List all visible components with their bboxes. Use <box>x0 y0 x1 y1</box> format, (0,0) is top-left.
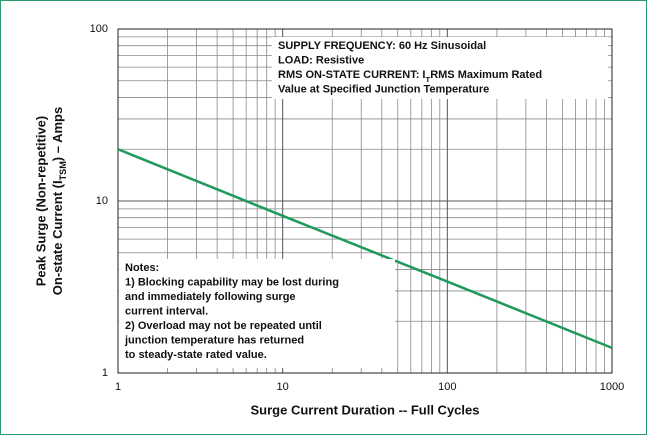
text-line: Peak Surge (Non-repetitive) <box>33 116 48 287</box>
text-line: LOAD: Resistive <box>278 54 364 66</box>
text-line: junction temperature has returned <box>124 334 304 346</box>
subscript: TSM <box>58 161 68 180</box>
text-line: On-state Current (ITSM) – Amps <box>50 107 68 295</box>
text-part: RMS ON-STATE CURRENT: I <box>278 69 425 81</box>
x-tick-label: 10 <box>277 381 289 393</box>
annotation: SUPPLY FREQUENCY: 60 Hz Sinusoidal LOAD: … <box>272 37 608 99</box>
text-line: 2) Overload may not be repeated until <box>125 320 322 332</box>
annotations: SUPPLY FREQUENCY: 60 Hz Sinusoidal LOAD: … <box>119 37 608 368</box>
text-line: Value at Specified Junction Temperature <box>278 83 489 95</box>
text-line: and immediately following surge <box>125 291 296 303</box>
x-tick-label: 1 <box>115 381 121 393</box>
text-line: current interval. <box>125 305 208 317</box>
text-line: RMS ON-STATE CURRENT: ITRMS Maximum Rate… <box>278 69 542 84</box>
subscript: T <box>425 75 430 84</box>
annotation-box <box>119 259 395 368</box>
annotation-box <box>272 37 608 99</box>
text-part: On-state Current (I <box>50 180 65 295</box>
x-axis-label: Surge Current Duration -- Full Cycles <box>251 402 480 417</box>
data-line <box>117 148 613 350</box>
x-tick-label: 100 <box>438 381 456 393</box>
y-tick-label: 1 <box>102 367 108 379</box>
y-axis-label: Peak Surge (Non-repetitive) On-state Curr… <box>33 107 68 295</box>
plot-frame <box>117 28 613 374</box>
text-part: RMS Maximum Rated <box>430 69 542 81</box>
marks <box>117 148 613 350</box>
text-line: to steady-state rated value. <box>125 349 267 361</box>
text-line: Notes: <box>125 262 159 274</box>
y-tick-label: 10 <box>96 195 108 207</box>
y-tick-label: 100 <box>90 23 108 35</box>
text-part: ) – Amps <box>50 107 65 161</box>
annotation: Notes: 1) Blocking capability may be lost… <box>119 259 395 368</box>
x-tick-label: 1000 <box>600 381 624 393</box>
text-line: SUPPLY FREQUENCY: 60 Hz Sinusoidal <box>278 40 486 52</box>
text-line: 1) Blocking capability may be lost durin… <box>125 276 339 288</box>
